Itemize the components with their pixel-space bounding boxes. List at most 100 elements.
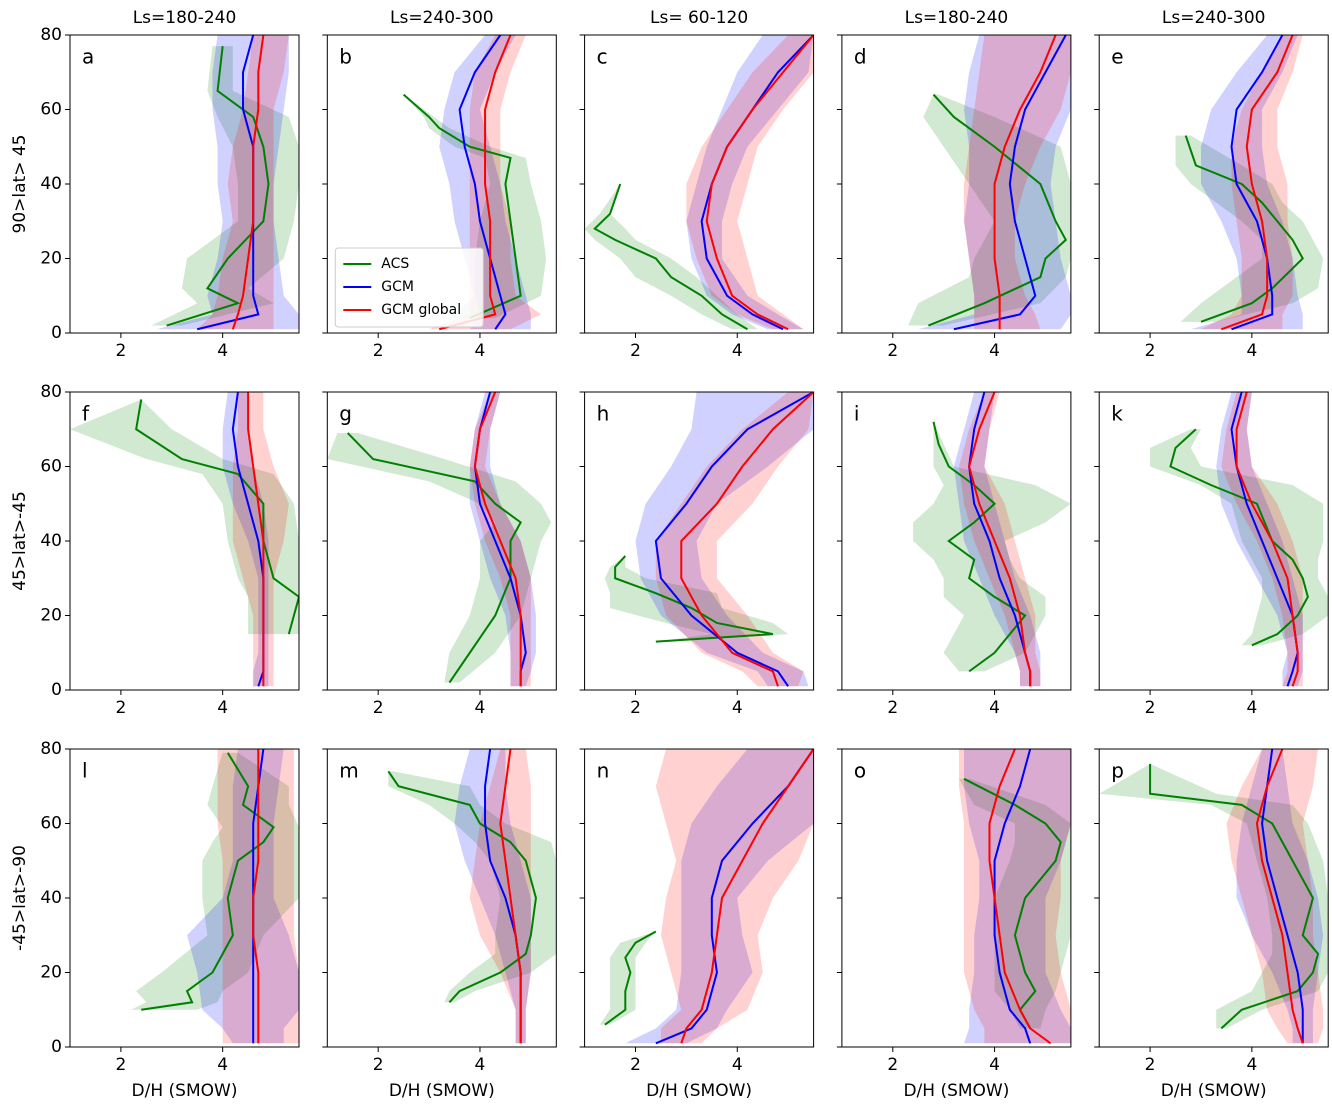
- x-tick-label: 2: [1145, 341, 1156, 361]
- spread-band: [655, 392, 814, 687]
- profile-line: [247, 392, 265, 687]
- plot-area: [599, 749, 814, 1045]
- x-tick-label: 2: [887, 1055, 898, 1075]
- x-tick-label: 4: [989, 341, 1000, 361]
- column-title: Ls=240-300: [390, 8, 494, 28]
- plot-area: [1150, 392, 1329, 687]
- spread-band: [635, 392, 814, 687]
- x-tick-label: 2: [373, 698, 384, 718]
- column-title: Ls=180-240: [905, 8, 1009, 28]
- x-tick-label: 4: [1246, 341, 1257, 361]
- profile-line: [1169, 428, 1309, 647]
- profile-line: [654, 392, 814, 687]
- profile-line: [438, 35, 512, 331]
- spread-band: [222, 392, 269, 687]
- spread-band: [964, 35, 1071, 330]
- profile-line: [1149, 763, 1320, 1030]
- x-tick-label: 4: [1246, 1055, 1257, 1075]
- profile-line: [968, 392, 1032, 687]
- y-tick-label: 80: [40, 739, 62, 759]
- x-tick-label: 2: [1145, 1055, 1156, 1075]
- panel-letter: o: [854, 759, 866, 783]
- profile-line: [1230, 392, 1299, 687]
- plot-area: [604, 392, 814, 687]
- profile-line: [988, 749, 1052, 1045]
- y-tick-label: 0: [51, 323, 62, 343]
- profile-line: [1235, 392, 1299, 687]
- spread-band: [1226, 749, 1324, 1044]
- x-tick-label: 4: [989, 698, 1000, 718]
- x-tick-label: 2: [630, 698, 641, 718]
- x-tick-label: 4: [732, 341, 743, 361]
- profile-line: [705, 35, 814, 331]
- profile-line: [953, 35, 1067, 331]
- panel-letter: i: [854, 402, 860, 426]
- spread-band: [327, 432, 552, 683]
- panel-letter: m: [339, 759, 358, 783]
- profile-line: [1184, 135, 1305, 323]
- column-title: Ls= 60-120: [650, 8, 748, 28]
- spread-band: [217, 749, 299, 1044]
- legend-label: GCM global: [381, 302, 461, 318]
- y-tick-label: 80: [40, 382, 62, 402]
- panel-letter: d: [854, 45, 867, 69]
- legend-box: [334, 247, 484, 328]
- x-axis-label: D/H (SMOW): [903, 1081, 1009, 1101]
- y-tick-label: 60: [40, 814, 62, 834]
- y-tick-label: 0: [51, 1037, 62, 1057]
- y-tick-label: 60: [40, 100, 62, 120]
- spread-band: [1099, 763, 1329, 1029]
- spread-band: [604, 555, 789, 642]
- profile-line: [458, 35, 507, 330]
- profile-line: [993, 749, 1032, 1044]
- y-axis-label: 90>lat> 45: [10, 135, 30, 234]
- profile-line: [593, 183, 748, 331]
- spread-band: [131, 752, 299, 1010]
- profile-line: [473, 392, 522, 687]
- plot-area: [958, 749, 1071, 1045]
- panel-letter: b: [339, 45, 352, 69]
- x-tick-label: 4: [1246, 698, 1257, 718]
- spread-band: [232, 392, 289, 687]
- profile-line: [1230, 35, 1284, 331]
- column-title: Ls=180-240: [133, 8, 237, 28]
- x-axis-label: D/H (SMOW): [389, 1081, 495, 1101]
- spread-band: [686, 35, 814, 330]
- legend-label: ACS: [381, 256, 409, 272]
- panel-letter: h: [597, 402, 610, 426]
- plot-area: [1099, 749, 1329, 1044]
- y-tick-label: 20: [40, 249, 62, 269]
- spread-band: [70, 399, 299, 635]
- x-tick-label: 4: [475, 698, 486, 718]
- x-tick-label: 2: [887, 341, 898, 361]
- x-axis-label: D/H (SMOW): [646, 1081, 752, 1101]
- y-tick-label: 0: [51, 680, 62, 700]
- x-tick-label: 4: [217, 1055, 228, 1075]
- y-tick-label: 20: [40, 963, 62, 983]
- spread-band: [388, 771, 557, 1003]
- profile-line: [680, 392, 814, 687]
- profile-line: [1220, 35, 1294, 331]
- profile-line: [252, 749, 260, 1044]
- spread-band: [625, 749, 814, 1044]
- y-axis-label: -45>lat>-90: [10, 845, 30, 951]
- x-tick-label: 4: [475, 1055, 486, 1075]
- profile-line: [700, 35, 814, 331]
- x-tick-label: 4: [475, 341, 486, 361]
- panel-letter: a: [82, 45, 94, 69]
- plot-area: [1175, 35, 1324, 331]
- spread-band: [151, 46, 299, 326]
- y-tick-label: 40: [40, 174, 62, 194]
- profile-line: [141, 752, 275, 1011]
- profile-line: [604, 930, 657, 1026]
- profile-line: [655, 749, 814, 1045]
- profile-line: [1261, 749, 1304, 1044]
- profile-line: [387, 770, 537, 1003]
- spread-band: [655, 749, 814, 1044]
- plot-area: [327, 392, 552, 687]
- spread-band: [686, 35, 814, 330]
- y-axis-label: 45>lat>-45: [10, 491, 30, 591]
- x-axis-label: D/H (SMOW): [1161, 1081, 1267, 1101]
- x-tick-label: 2: [630, 341, 641, 361]
- spread-band: [403, 94, 547, 319]
